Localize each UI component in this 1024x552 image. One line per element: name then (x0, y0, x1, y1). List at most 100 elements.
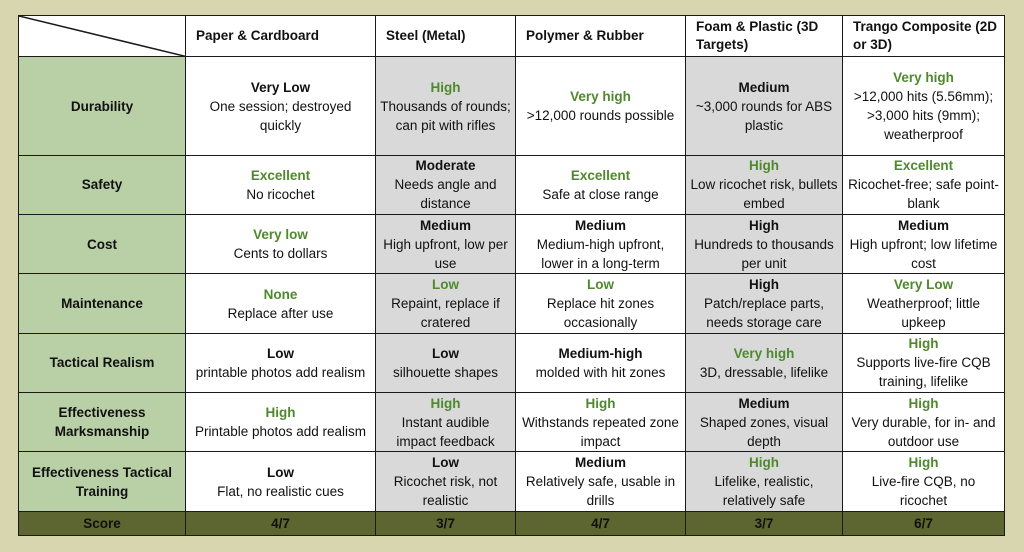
table-row: Durability Very Low One session; destroyed… (18, 56, 1005, 156)
table-cell: High Lifelike, realistic, relatively safe (685, 451, 843, 512)
rating-text: Medium-high (558, 345, 643, 361)
column-header-trango-composite: Trango Composite (2D or 3D) (842, 14, 1005, 58)
rating-text: Low (267, 464, 294, 480)
rating-text: Medium (419, 217, 471, 233)
description-text: Safe at close range (542, 186, 659, 202)
rating-text: High (749, 455, 779, 471)
rating-text: None (263, 286, 298, 302)
table-cell: Moderate Needs angle and distance (375, 154, 516, 216)
description-text: 3D, dressable, lifelike (699, 364, 829, 380)
table-row: Maintenance None Replace after use Low Repai… (18, 273, 1005, 334)
table-row: Tactical Realism Low printable photos add … (18, 332, 1005, 394)
rating-text: Low (432, 277, 459, 293)
description-text: printable photos add realism (195, 364, 366, 380)
table-cell: High Live-fire CQB, no ricochet (842, 451, 1005, 512)
rating-text: High (265, 405, 296, 421)
description-text: Lifelike, realistic, relatively safe (714, 474, 814, 509)
description-text: Medium-high upfront, lower in a long-ter… (536, 236, 665, 271)
description-text: No ricochet (246, 186, 315, 202)
column-header-foam-plastic: Foam & Plastic (3D Targets) (685, 14, 843, 58)
table-cell: High Hundreds to thousands per unit (685, 214, 843, 275)
description-text: Replace hit zones occasionally (546, 296, 655, 331)
table-cell: Low silhouette shapes (375, 332, 516, 394)
table-body: Durability Very Low One session; destroyed… (18, 56, 1005, 512)
table-cell: High Printable photos add realism (185, 392, 376, 453)
row-label: Safety (18, 154, 186, 216)
diagonal-line (19, 16, 185, 56)
table-cell: Excellent No ricochet (185, 154, 376, 216)
description-text: Relatively safe, usable in drills (525, 474, 676, 509)
description-text: Ricochet risk, not realistic (393, 474, 498, 509)
rating-text: High (908, 336, 939, 352)
column-header-paper-cardboard: Paper & Cardboard (185, 14, 376, 58)
description-text: Patch/replace parts, needs storage care (703, 296, 825, 331)
corner-cell (18, 14, 186, 58)
row-label: Tactical Realism (18, 332, 186, 394)
rating-text: Excellent (250, 167, 311, 183)
description-text: Ricochet-free; safe point-blank (848, 177, 999, 212)
table-cell: Medium High upfront, low per use (375, 214, 516, 275)
table-cell: Low Flat, no realistic cues (185, 451, 376, 512)
table-cell: Medium ~3,000 rounds for ABS plastic (685, 56, 843, 156)
rating-text: High (430, 79, 461, 95)
table-cell: High Patch/replace parts, needs storage c… (685, 273, 843, 334)
rating-text: Very high (893, 70, 954, 86)
table-row: Cost Very low Cents to dollars Medium High u… (18, 214, 1005, 275)
score-value: 6/7 (842, 510, 1005, 537)
rating-text: Very low (253, 227, 308, 243)
description-text: ~3,000 rounds for ABS plastic (695, 98, 833, 133)
table-cell: Low Replace hit zones occasionally (515, 273, 686, 334)
table-cell: Very high >12,000 rounds possible (515, 56, 686, 156)
rating-text: Medium (897, 217, 949, 233)
rating-text: Moderate (415, 158, 476, 174)
rating-text: Very high (733, 345, 795, 361)
rating-text: Low (267, 345, 294, 361)
rating-text: High (749, 158, 779, 174)
table-cell: Very high 3D, dressable, lifelike (685, 332, 843, 394)
table-cell: Very low Cents to dollars (185, 214, 376, 275)
rating-text: Very Low (893, 277, 954, 293)
description-text: Cents to dollars (233, 246, 328, 262)
rating-text: High (908, 395, 939, 411)
description-text: Thousands of rounds; can pit with rifles (380, 98, 511, 133)
table-cell: High Withstands repeated zone impact (515, 392, 686, 453)
table-row: Effectiveness Marksmanship High Printable … (18, 392, 1005, 453)
table-cell: Excellent Safe at close range (515, 154, 686, 216)
description-text: High upfront; low lifetime cost (849, 236, 998, 271)
row-label: Cost (18, 214, 186, 275)
table-cell: High Very durable, for in- and outdoor us… (842, 392, 1005, 453)
table-cell: High Supports live-fire CQB training, lif… (842, 332, 1005, 394)
rating-text: High (585, 395, 616, 411)
description-text: Withstands repeated zone impact (522, 414, 679, 449)
description-text: Live-fire CQB, no ricochet (871, 474, 976, 509)
rating-text: Medium (574, 455, 626, 471)
table-cell: Low printable photos add realism (185, 332, 376, 394)
table-cell: Very Low One session; destroyed quickly (185, 56, 376, 156)
table-cell: Medium Medium-high upfront, lower in a lo… (515, 214, 686, 275)
description-text: molded with hit zones (535, 364, 666, 380)
table-cell: Very Low Weatherproof; little upkeep (842, 273, 1005, 334)
rating-text: Low (587, 277, 614, 293)
score-value: 3/7 (375, 510, 516, 537)
header-row: Paper & Cardboard Steel (Metal) Polymer … (18, 14, 1005, 58)
column-header-steel-metal: Steel (Metal) (375, 14, 516, 58)
rating-text: Very high (570, 89, 631, 105)
table-cell: Medium Shaped zones, visual depth (685, 392, 843, 453)
table-cell: High Low ricochet risk, bullets embed (685, 154, 843, 216)
table-cell: Low Ricochet risk, not realistic (375, 451, 516, 512)
description-text: Low ricochet risk, bullets embed (690, 177, 838, 212)
score-value: 4/7 (185, 510, 376, 537)
table-cell: Medium High upfront; low lifetime cost (842, 214, 1005, 275)
table-row: Safety Excellent No ricochet Moderate Needs … (18, 154, 1005, 216)
table-cell: Low Repaint, replace if cratered (375, 273, 516, 334)
description-text: Printable photos add realism (194, 424, 367, 440)
description-text: One session; destroyed quickly (209, 98, 352, 133)
score-label: Score (18, 510, 186, 537)
rating-text: High (749, 277, 779, 293)
table-cell: High Instant audible impact feedback (375, 392, 516, 453)
row-label: Effectiveness Marksmanship (18, 392, 186, 453)
row-label: Maintenance (18, 273, 186, 334)
description-text: Hundreds to thousands per unit (694, 236, 834, 271)
description-text: High upfront, low per use (383, 236, 508, 271)
rating-text: High (749, 217, 779, 233)
